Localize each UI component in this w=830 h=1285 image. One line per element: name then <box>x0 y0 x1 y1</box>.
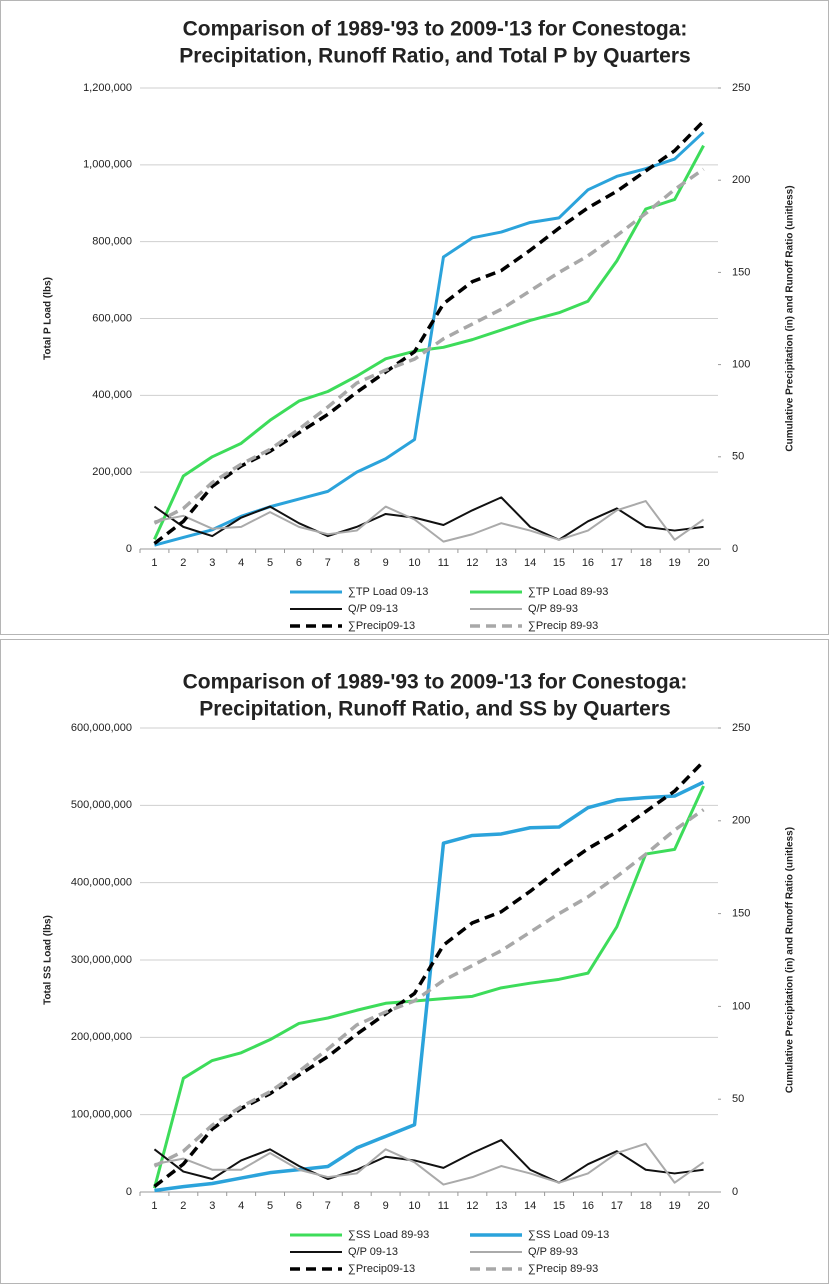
y2-tick-label: 250 <box>732 722 750 734</box>
chart-title: Comparison of 1989-'93 to 2009-'13 for C… <box>183 18 688 41</box>
x-tick-label: 3 <box>209 1200 215 1212</box>
x-tick-label: 5 <box>267 557 273 569</box>
x-tick-label: 4 <box>238 557 244 569</box>
legend-label: Q/P 09-13 <box>348 603 398 615</box>
y-tick-label: 800,000 <box>92 236 132 248</box>
x-tick-label: 5 <box>267 1200 273 1212</box>
x-tick-label: 16 <box>582 1200 594 1212</box>
legend-label: ∑TP Load 89-93 <box>528 586 608 598</box>
legend-label: ∑Precip 89-93 <box>528 1263 598 1275</box>
legend-label: ∑Precip 89-93 <box>528 620 598 632</box>
y-tick-label: 400,000 <box>92 389 132 401</box>
y-tick-label: 600,000 <box>92 312 132 324</box>
y2-tick-label: 0 <box>732 1186 738 1198</box>
y2-tick-label: 150 <box>732 266 750 278</box>
series-line <box>154 1142 705 1186</box>
x-tick-label: 8 <box>354 1200 360 1212</box>
x-tick-label: 19 <box>669 1200 681 1212</box>
x-tick-label: 13 <box>495 557 507 569</box>
legend-label: ∑Precip09-13 <box>348 620 415 632</box>
legend-label: ∑SS Load 09-13 <box>528 1229 609 1241</box>
x-tick-label: 20 <box>697 1200 709 1212</box>
y2-tick-label: 200 <box>732 815 750 827</box>
series-line <box>153 496 704 541</box>
x-tick-label: 17 <box>611 1200 623 1212</box>
x-tick-label: 3 <box>209 557 215 569</box>
x-tick-label: 11 <box>438 1200 449 1212</box>
y2-tick-label: 150 <box>732 908 750 920</box>
x-tick-label: 19 <box>669 557 681 569</box>
x-tick-label: 7 <box>325 557 331 569</box>
x-tick-label: 8 <box>354 557 360 569</box>
legend-label: ∑TP Load 09-13 <box>348 586 428 598</box>
chart-title: Precipitation, Runoff Ratio, and SS by Q… <box>199 698 670 721</box>
x-tick-label: 14 <box>524 557 536 569</box>
x-tick-label: 14 <box>524 1200 536 1212</box>
y-tick-label: 100,000,000 <box>71 1109 132 1121</box>
x-tick-label: 4 <box>238 1200 244 1212</box>
y-tick-label: 200,000 <box>92 466 132 478</box>
x-tick-label: 16 <box>582 557 594 569</box>
y2-tick-label: 50 <box>732 451 744 463</box>
x-tick-label: 12 <box>466 1200 478 1212</box>
series-line <box>154 131 705 547</box>
series-line <box>154 500 705 543</box>
y2-tick-label: 250 <box>732 82 750 94</box>
legend-label: ∑Precip09-13 <box>348 1263 415 1275</box>
x-tick-label: 17 <box>611 557 623 569</box>
x-tick-label: 15 <box>553 1200 565 1212</box>
x-tick-label: 1 <box>151 557 157 569</box>
y2-tick-label: 200 <box>732 174 750 186</box>
x-tick-label: 18 <box>640 557 652 569</box>
chart-title: Precipitation, Runoff Ratio, and Total P… <box>179 45 690 68</box>
y-tick-label: 500,000,000 <box>71 799 132 811</box>
x-tick-label: 11 <box>438 557 449 569</box>
legend-label: Q/P 89-93 <box>528 1246 578 1258</box>
y2-tick-label: 50 <box>732 1093 744 1105</box>
series-line <box>153 119 705 545</box>
x-tick-label: 6 <box>296 1200 302 1212</box>
panel-border <box>0 639 829 1284</box>
x-tick-label: 10 <box>408 557 420 569</box>
y-axis-label: Total P Load (lbs) <box>43 277 54 360</box>
y-tick-label: 400,000,000 <box>71 877 132 889</box>
y-tick-label: 200,000,000 <box>71 1031 132 1043</box>
x-tick-label: 7 <box>325 1200 331 1212</box>
legend-label: Q/P 09-13 <box>348 1246 398 1258</box>
chart-title: Comparison of 1989-'93 to 2009-'13 for C… <box>183 671 688 694</box>
x-tick-label: 10 <box>408 1200 420 1212</box>
x-tick-label: 6 <box>296 557 302 569</box>
legend-label: Q/P 89-93 <box>528 603 578 615</box>
x-tick-label: 15 <box>553 557 565 569</box>
y-tick-label: 0 <box>126 1186 132 1198</box>
y2-axis-label: Cumulative Precipitation (in) and Runoff… <box>785 827 796 1093</box>
y2-tick-label: 100 <box>732 359 750 371</box>
series-line <box>153 808 705 1168</box>
x-tick-label: 18 <box>640 1200 652 1212</box>
x-tick-label: 2 <box>180 1200 186 1212</box>
series-line <box>153 1139 704 1184</box>
x-tick-label: 20 <box>697 557 709 569</box>
x-tick-label: 12 <box>466 557 478 569</box>
x-tick-label: 9 <box>383 1200 389 1212</box>
y2-tick-label: 100 <box>732 1000 750 1012</box>
legend-label: ∑SS Load 89-93 <box>348 1229 429 1241</box>
x-tick-label: 13 <box>495 1200 507 1212</box>
y2-tick-label: 0 <box>732 543 738 555</box>
y-tick-label: 0 <box>126 543 132 555</box>
series-line <box>153 760 705 1188</box>
x-tick-label: 2 <box>180 557 186 569</box>
y-tick-label: 1,000,000 <box>83 159 132 171</box>
series-line <box>154 780 705 1193</box>
y-tick-label: 1,200,000 <box>83 82 132 94</box>
y2-axis-label: Cumulative Precipitation (in) and Runoff… <box>785 185 796 451</box>
x-tick-label: 1 <box>151 1200 157 1212</box>
y-tick-label: 600,000,000 <box>71 722 132 734</box>
y-axis-label: Total SS Load (lbs) <box>43 915 54 1005</box>
series-line <box>153 167 705 525</box>
y-tick-label: 300,000,000 <box>71 954 132 966</box>
x-tick-label: 9 <box>383 557 389 569</box>
panel-border <box>0 0 829 635</box>
